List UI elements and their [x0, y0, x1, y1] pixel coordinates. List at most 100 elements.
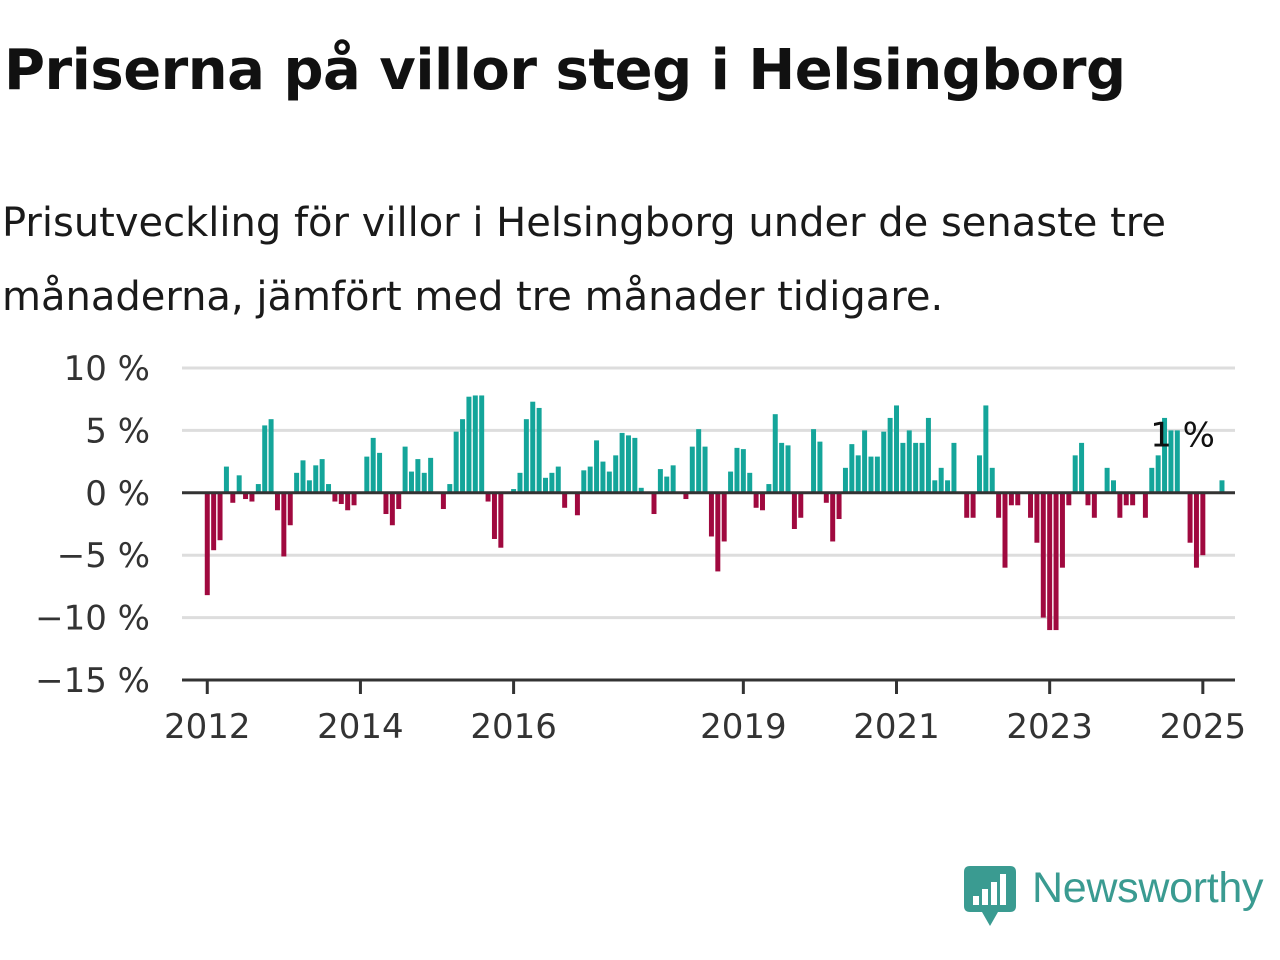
bar	[377, 452, 383, 493]
bar	[823, 492, 829, 503]
x-axis-tick-labels: 2012 2014 2016 2019 2021 2023 2025	[164, 680, 1246, 747]
x-tick-label: 2019	[700, 707, 787, 747]
bar	[447, 484, 453, 493]
bar	[913, 442, 919, 493]
bar	[574, 492, 580, 516]
bar	[760, 492, 765, 511]
y-axis-tick-labels: 10 % 5 % 0 % −5 % −10 % −15 %	[35, 349, 150, 701]
last-value-annotation: 1 %	[1150, 415, 1215, 455]
bar	[600, 461, 606, 493]
bar	[894, 405, 899, 493]
bar	[300, 460, 306, 493]
bar	[389, 492, 395, 526]
bar	[906, 430, 912, 493]
bar	[396, 492, 402, 510]
bar	[766, 484, 772, 493]
bar	[466, 396, 472, 493]
y-tick-label: −5 %	[57, 536, 150, 576]
bar	[791, 492, 797, 529]
bar	[294, 472, 300, 493]
bar	[1008, 492, 1014, 506]
bar	[287, 492, 293, 526]
bar	[1142, 492, 1148, 518]
bar	[370, 437, 376, 493]
bar	[772, 414, 778, 493]
bar	[606, 471, 612, 493]
bar	[842, 467, 848, 493]
bar	[268, 419, 274, 493]
bar	[243, 492, 249, 500]
bar	[613, 455, 619, 493]
bar	[919, 442, 925, 493]
bar	[453, 431, 459, 493]
bar	[594, 440, 600, 493]
bar	[587, 466, 593, 493]
chart-speech-bubble-icon	[964, 866, 1016, 926]
bar	[1053, 492, 1059, 631]
bar	[555, 466, 561, 493]
bar	[734, 447, 740, 493]
bar	[651, 492, 657, 515]
y-tick-label: −10 %	[35, 599, 150, 639]
bar	[798, 492, 804, 518]
bar	[1079, 442, 1085, 493]
bar	[326, 484, 332, 493]
bar	[281, 492, 287, 557]
bar	[1187, 492, 1193, 543]
bar	[657, 469, 663, 493]
bar	[881, 431, 887, 493]
bar	[785, 445, 791, 493]
bar	[364, 456, 370, 493]
bar	[1028, 492, 1034, 518]
bar	[817, 441, 823, 493]
bar	[779, 442, 785, 493]
bar	[1123, 492, 1129, 506]
bar	[1117, 492, 1123, 518]
bar	[440, 492, 446, 510]
page-title: Priserna på villor steg i Helsingborg	[4, 38, 1126, 103]
bar	[1219, 480, 1225, 493]
bar	[223, 466, 229, 493]
bar	[511, 489, 517, 493]
bar	[721, 492, 727, 542]
bars	[204, 395, 1225, 631]
bar	[932, 480, 938, 493]
bar	[696, 429, 702, 493]
bar	[217, 492, 223, 541]
bar	[1059, 492, 1065, 568]
bar	[211, 492, 217, 551]
bar	[1015, 492, 1021, 506]
bar	[274, 492, 280, 511]
bar	[319, 459, 325, 493]
bar	[562, 492, 568, 508]
bar	[230, 492, 236, 503]
bar	[255, 484, 261, 493]
y-tick-label: 0 %	[85, 474, 150, 514]
bar	[849, 444, 855, 493]
bar	[536, 407, 542, 493]
bar	[925, 417, 931, 493]
bar	[625, 435, 631, 493]
bar	[517, 472, 523, 493]
axes	[182, 491, 1235, 682]
bar	[1091, 492, 1097, 518]
page-subtitle: Prisutveckling för villor i Helsingborg …	[2, 200, 1166, 320]
bar	[402, 446, 408, 493]
x-tick-label: 2012	[164, 707, 251, 747]
bar	[855, 455, 861, 493]
bar	[1040, 492, 1046, 618]
bar	[338, 492, 344, 505]
y-tick-label: 5 %	[85, 411, 150, 451]
bar	[472, 395, 478, 493]
bar	[1047, 492, 1053, 631]
bar	[874, 456, 880, 493]
bar	[460, 419, 466, 493]
x-tick-label: 2014	[317, 707, 404, 747]
bar	[1174, 430, 1180, 493]
bar	[421, 472, 427, 493]
x-tick-label: 2025	[1160, 707, 1247, 747]
bar	[664, 476, 670, 493]
bar	[262, 425, 268, 493]
bar	[1193, 492, 1199, 568]
